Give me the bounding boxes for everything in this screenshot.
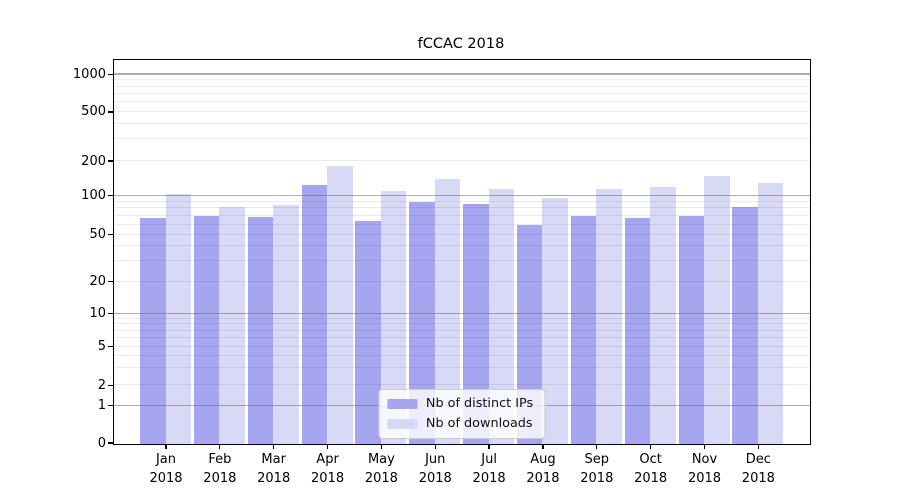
bars-layer [114, 60, 810, 444]
x-tick-mark-nov [703, 444, 706, 449]
bar-nb-of-downloads-oct [650, 186, 676, 444]
x-tick-label-jul: Jul 2018 [454, 451, 524, 488]
x-tick-mark-oct [650, 444, 652, 449]
x-tick-mark-mar [273, 444, 275, 449]
legend-label-nb-of-distinct-ips: Nb of distinct IPs [425, 396, 534, 411]
x-tick-label-nov: Nov 2018 [670, 451, 740, 488]
x-tick-year-mar: 2018 [257, 470, 291, 486]
y-tick-label-50: 50 [89, 227, 106, 243]
x-tick-mark-feb [219, 444, 221, 449]
y-tick-label-200: 200 [81, 153, 106, 169]
x-tick-mark-jan [165, 444, 167, 449]
y-tick-label-100: 100 [81, 188, 106, 204]
x-tick-month-jan: Jan [155, 452, 177, 467]
y-tick-mark-0 [108, 442, 113, 444]
y-tick-mark-2 [108, 384, 113, 386]
x-tick-label-apr: Apr 2018 [293, 451, 363, 488]
y-tick-mark-500 [108, 111, 113, 113]
bar-nb-of-downloads-dec [757, 182, 784, 444]
x-tick-year-feb: 2018 [203, 470, 237, 486]
x-tick-year-jul: 2018 [472, 470, 506, 486]
y-tick-label-500: 500 [81, 104, 106, 120]
y-tick-mark-5 [108, 346, 113, 348]
bar-nb-of-distinct-ips-feb [193, 216, 220, 444]
x-tick-label-dec: Dec 2018 [723, 451, 793, 488]
x-tick-month-aug: Aug [530, 452, 556, 467]
x-tick-year-sep: 2018 [580, 470, 614, 486]
x-tick-mark-dec [757, 444, 759, 449]
x-tick-year-oct: 2018 [634, 470, 668, 486]
bar-nb-of-downloads-sep [596, 189, 622, 444]
x-tick-label-sep: Sep 2018 [562, 451, 632, 488]
x-tick-year-dec: 2018 [741, 470, 775, 486]
y-tick-mark-10 [108, 313, 113, 315]
bar-nb-of-distinct-ips-apr [301, 185, 328, 444]
x-tick-mark-sep [596, 444, 598, 449]
bar-nb-of-distinct-ips-may [355, 220, 381, 444]
legend-row-nb-of-distinct-ips: Nb of distinct IPs [386, 396, 534, 412]
bar-nb-of-distinct-ips-jan [140, 217, 166, 444]
y-tick-mark-20 [108, 280, 113, 283]
x-tick-mark-jul [488, 444, 490, 449]
y-tick-label-0: 0 [97, 435, 106, 451]
bar-nb-of-distinct-ips-mar [247, 217, 274, 444]
legend-swatch-nb-of-downloads [386, 418, 417, 429]
bar-nb-of-downloads-apr [327, 165, 353, 444]
x-tick-month-jul: Jul [481, 452, 497, 467]
legend-row-nb-of-downloads: Nb of downloads [386, 416, 533, 432]
bar-nb-of-distinct-ips-dec [732, 207, 758, 444]
plot-area: Nb of distinct IPs Nb of downloads [112, 58, 811, 445]
y-tick-label-1: 1 [97, 398, 106, 414]
x-tick-month-jun: Jun [425, 452, 446, 467]
bar-nb-of-distinct-ips-sep [570, 216, 597, 444]
legend: Nb of distinct IPs Nb of downloads [377, 388, 546, 439]
x-tick-year-aug: 2018 [526, 470, 560, 486]
x-tick-label-may: May 2018 [346, 451, 416, 488]
x-tick-label-aug: Aug 2018 [508, 451, 578, 488]
bar-nb-of-distinct-ips-nov [678, 216, 704, 444]
legend-swatch-nb-of-distinct-ips [386, 398, 417, 409]
x-tick-month-feb: Feb [208, 452, 232, 467]
y-tick-label-2: 2 [97, 377, 106, 393]
bar-nb-of-distinct-ips-oct [624, 217, 651, 444]
x-tick-year-jun: 2018 [418, 470, 452, 486]
x-tick-label-oct: Oct 2018 [616, 451, 686, 488]
y-tick-mark-100 [108, 195, 113, 197]
y-tick-label-10: 10 [89, 306, 106, 322]
x-tick-mark-jun [434, 444, 436, 449]
x-tick-month-oct: Oct [639, 452, 662, 467]
x-tick-year-nov: 2018 [687, 470, 722, 486]
y-tick-label-20: 20 [89, 274, 106, 290]
bar-nb-of-downloads-aug [542, 198, 568, 444]
x-tick-mark-aug [542, 444, 544, 449]
x-tick-label-feb: Feb 2018 [185, 451, 255, 488]
legend-label-nb-of-downloads: Nb of downloads [425, 416, 533, 431]
x-tick-year-jan: 2018 [149, 470, 183, 486]
bar-nb-of-downloads-nov [704, 175, 730, 444]
y-tick-mark-1 [108, 405, 113, 407]
x-tick-year-apr: 2018 [311, 470, 345, 486]
x-tick-year-may: 2018 [364, 470, 398, 486]
x-tick-mark-apr [326, 444, 329, 449]
x-tick-month-may: May [367, 452, 395, 467]
bar-nb-of-downloads-jan [165, 193, 191, 444]
y-tick-mark-1000 [108, 73, 113, 76]
x-tick-month-sep: Sep [584, 452, 610, 467]
bar-nb-of-downloads-feb [219, 206, 245, 444]
chart-title: fCCAC 2018 [417, 36, 505, 52]
x-tick-label-jan: Jan 2018 [131, 451, 201, 488]
y-tick-mark-200 [108, 160, 113, 162]
x-tick-mark-may [380, 444, 383, 449]
x-tick-month-dec: Dec [745, 452, 771, 467]
x-tick-month-nov: Nov [691, 452, 718, 467]
x-tick-month-apr: Apr [316, 452, 339, 467]
y-tick-label-5: 5 [97, 339, 106, 355]
y-tick-mark-50 [108, 234, 113, 236]
x-tick-month-mar: Mar [261, 452, 286, 467]
y-tick-label-1000: 1000 [72, 66, 106, 82]
bar-nb-of-downloads-mar [273, 204, 299, 444]
x-tick-label-mar: Mar 2018 [239, 451, 309, 488]
x-tick-label-jun: Jun 2018 [400, 451, 470, 488]
